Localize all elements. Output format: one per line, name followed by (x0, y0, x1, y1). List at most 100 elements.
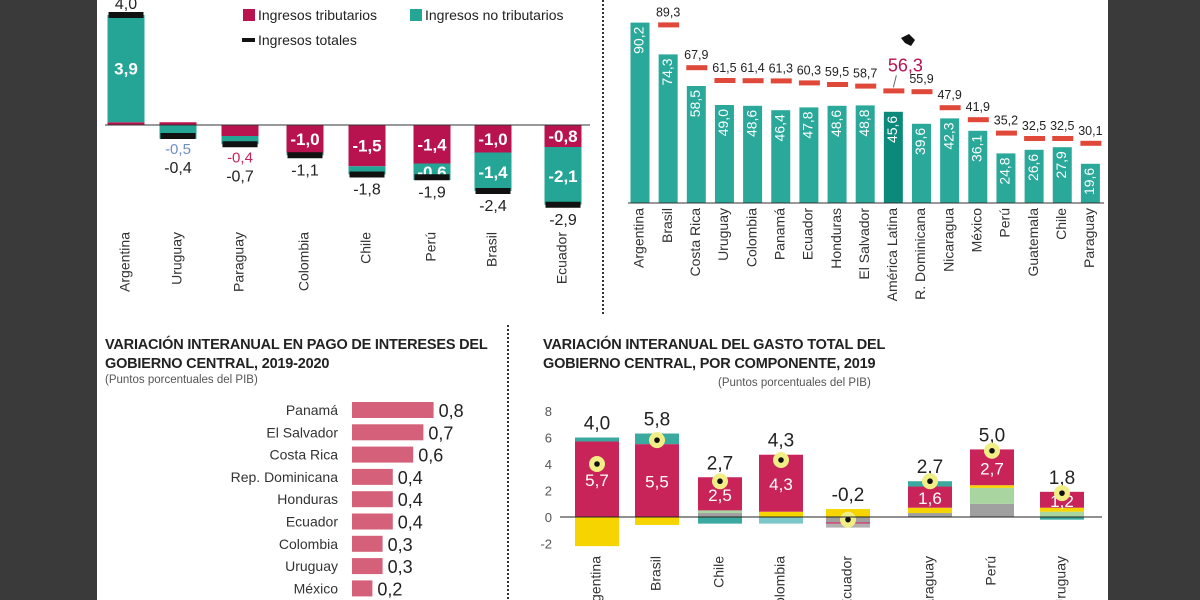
category-label: Perú (423, 232, 439, 262)
total-label: 4,0 (115, 0, 137, 13)
dash-value-label: 58,7 (853, 67, 877, 81)
bar-value-label: 48,6 (743, 110, 759, 137)
value-label: 0,3 (388, 557, 413, 577)
category-label: Argentina (631, 208, 647, 268)
dash-marker (855, 83, 877, 89)
category-label: Nicaragua (940, 208, 956, 272)
total-marker (160, 133, 196, 139)
bar (827, 105, 847, 203)
bar (714, 105, 734, 203)
spending-chart-subtitle: (Puntos porcentuales del PIB) (718, 377, 871, 389)
category-label: Perú (983, 556, 999, 586)
segment-label: 2,5 (708, 486, 732, 505)
category-label: Colombia (296, 232, 312, 291)
category-label: Uruguay (1053, 556, 1069, 600)
bar (686, 86, 706, 203)
bar-segment (544, 125, 582, 147)
segment-label: -1,4 (478, 163, 508, 182)
total-dot (654, 437, 660, 443)
total-label: -0,2 (832, 485, 865, 506)
category-label: R. Dominicana (912, 208, 928, 300)
segment-label-outside: -0,5 (165, 141, 191, 158)
bar (352, 513, 393, 530)
y-tick-label: 2 (545, 484, 552, 499)
legend-label: Ingresos totales (258, 32, 357, 48)
bar-value-label: 90,2 (631, 26, 647, 53)
total-marker (475, 188, 511, 194)
bar-value-label: 42,3 (940, 122, 956, 149)
bar (771, 110, 791, 203)
category-label: Rep. Dominicana (231, 469, 339, 485)
bar (352, 580, 373, 597)
segment-label: -1,5 (352, 137, 381, 156)
bar-segment (1040, 517, 1084, 520)
total-label: -1,1 (291, 162, 319, 179)
bar (352, 468, 393, 485)
total-label: 5,0 (979, 425, 1005, 446)
dash-value-label: 89,3 (656, 5, 680, 19)
bar-value-label: 24,8 (997, 157, 1013, 184)
category-label: México (294, 580, 339, 596)
total-marker (349, 171, 385, 178)
category-label: Uruguay (715, 208, 731, 261)
category-label: Colombia (743, 208, 759, 267)
bar-segment (1040, 507, 1084, 512)
bar (352, 491, 393, 508)
dash-value-label: 60,3 (797, 63, 821, 77)
total-dot (717, 478, 723, 485)
legend-swatch-totales (242, 38, 255, 42)
category-label: Argentina (117, 232, 133, 292)
dash-value-label: 32,5 (1050, 119, 1074, 133)
bar (855, 105, 875, 203)
dash-value-label: 32,5 (1022, 119, 1046, 133)
category-label: Brasil (484, 232, 500, 267)
category-label: Ecuador (839, 556, 855, 600)
bar (352, 558, 383, 575)
bar (352, 535, 383, 552)
dash-value-label: 61,4 (740, 61, 764, 75)
dash-marker (742, 78, 764, 84)
total-marker (287, 152, 323, 159)
dash-marker (1024, 136, 1046, 141)
total-dot (594, 461, 600, 467)
bar-value-label: 49,0 (715, 109, 731, 136)
segment-label-outside: -0,4 (227, 149, 253, 166)
dash-value-label: 41,9 (966, 100, 990, 114)
dash-value-label: 47,9 (937, 88, 961, 102)
segment-label: 2,7 (980, 459, 1004, 478)
dash-marker (883, 88, 905, 94)
value-label: 0,4 (398, 490, 423, 510)
bar-segment (698, 510, 742, 514)
total-marker (545, 201, 581, 208)
dash-value-label: 67,9 (684, 48, 708, 62)
total-label: 4,3 (768, 431, 794, 452)
category-label: Colombia (279, 536, 338, 552)
bar-segment (348, 125, 386, 167)
bar-value-label: 45,6 (884, 116, 900, 143)
category-label: Ecuador (554, 232, 570, 284)
total-label: 5,8 (644, 410, 670, 431)
segment-label: 5,7 (585, 471, 609, 490)
category-label: Brasil (659, 208, 675, 243)
category-label: Chile (711, 556, 727, 588)
bar-value-label: 58,5 (687, 90, 703, 117)
bar-segment (221, 125, 259, 136)
bar-value-label: 36,1 (969, 135, 985, 162)
total-dot (927, 478, 933, 485)
bar-segment (635, 517, 679, 525)
dash-value-label: 35,2 (994, 114, 1018, 128)
bar-value-label: 47,8 (800, 111, 816, 138)
legend-label: Ingresos no tributarios (425, 7, 564, 23)
bar-segment (575, 517, 619, 547)
total-label: -1,9 (418, 184, 446, 201)
y-tick-label: 8 (545, 404, 552, 419)
dash-value-label: 30,1 (1078, 124, 1102, 138)
legend-swatch-no-tributarios (410, 9, 422, 21)
category-label: Panamá (286, 402, 338, 418)
bar-value-label: 19,6 (1081, 168, 1097, 195)
value-label: 0,6 (418, 446, 443, 466)
category-label: Perú (997, 208, 1013, 238)
interest-chart-subtitle: (Puntos porcentuales del PIB) (105, 374, 258, 386)
legend-label: Ingresos tributarios (258, 7, 377, 23)
category-label: Uruguay (169, 232, 185, 285)
